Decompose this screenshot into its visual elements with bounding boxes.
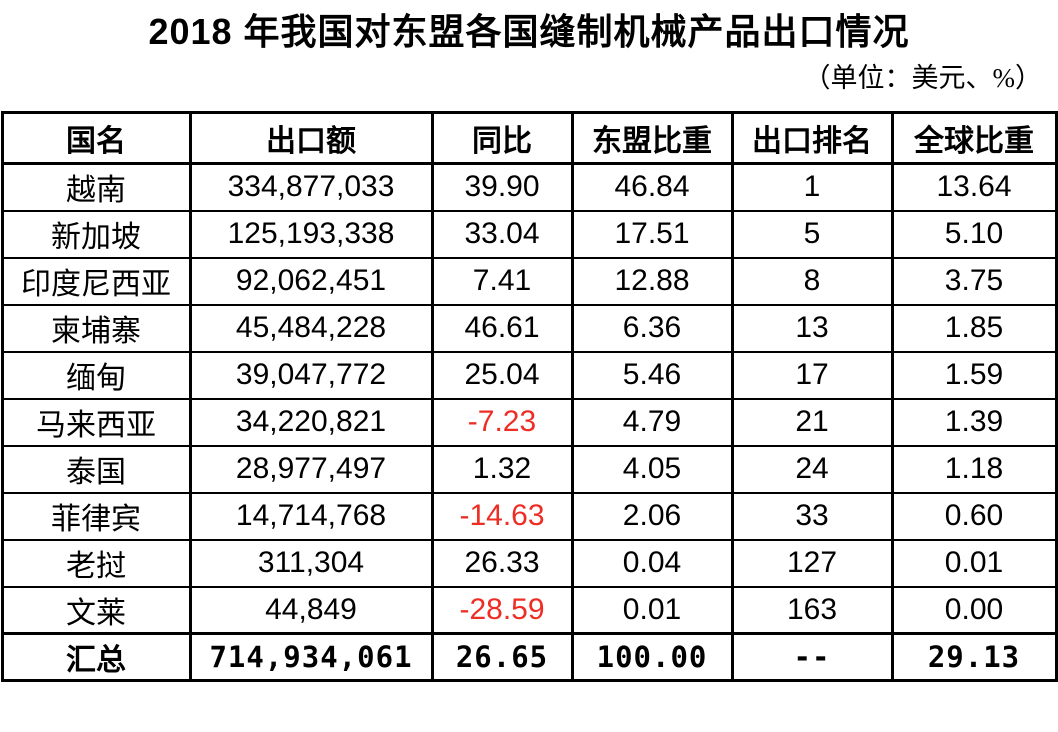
cell-asean-share: 46.84 [570,162,734,212]
cell-export-rank: 24 [730,444,894,494]
cell-yoy: 26.65 [430,632,574,682]
cell-country: 老挝 [0,538,192,588]
cell-asean-share: 4.05 [570,444,734,494]
cell-export-value: 334,877,033 [188,162,434,212]
cell-country: 印度尼西亚 [0,256,192,306]
cell-asean-share: 6.36 [570,303,734,353]
cell-export-rank: 17 [730,350,894,400]
cell-export-value: 28,977,497 [188,444,434,494]
cell-yoy: 46.61 [430,303,574,353]
cell-yoy: 7.41 [430,256,574,306]
cell-export-value: 44,849 [188,585,434,635]
table-row: 菲律宾 14,714,768 -14.63 2.06 33 0.60 [0,491,1058,541]
cell-global-share: 5.10 [890,209,1058,259]
cell-country: 菲律宾 [0,491,192,541]
cell-asean-share: 17.51 [570,209,734,259]
cell-yoy: -14.63 [430,491,574,541]
cell-asean-share: 2.06 [570,491,734,541]
cell-export-rank: 8 [730,256,894,306]
cell-country: 新加坡 [0,209,192,259]
table-row: 缅甸 39,047,772 25.04 5.46 17 1.59 [0,350,1058,400]
cell-global-share: 1.39 [890,397,1058,447]
cell-country: 缅甸 [0,350,192,400]
cell-global-share: 0.60 [890,491,1058,541]
cell-global-share: 1.18 [890,444,1058,494]
cell-export-value: 125,193,338 [188,209,434,259]
cell-global-share: 1.59 [890,350,1058,400]
cell-yoy: -7.23 [430,397,574,447]
cell-export-value: 39,047,772 [188,350,434,400]
header-row: 国名 出口额 同比 东盟比重 出口排名 全球比重 [0,111,1058,165]
cell-export-value: 311,304 [188,538,434,588]
table-row: 泰国 28,977,497 1.32 4.05 24 1.18 [0,444,1058,494]
table-row: 越南 334,877,033 39.90 46.84 1 13.64 [0,162,1058,212]
cell-export-rank: -- [730,632,894,682]
cell-global-share: 0.01 [890,538,1058,588]
cell-country: 越南 [0,162,192,212]
cell-export-rank: 1 [730,162,894,212]
table-row: 新加坡 125,193,338 33.04 17.51 5 5.10 [0,209,1058,259]
column-header-export-value: 出口额 [188,111,434,165]
page-title: 2018 年我国对东盟各国缝制机械产品出口情况 [148,11,910,52]
table-row: 老挝 311,304 26.33 0.04 127 0.01 [0,538,1058,588]
cell-asean-share: 100.00 [570,632,734,682]
cell-export-rank: 5 [730,209,894,259]
cell-country: 文莱 [0,585,192,635]
cell-export-rank: 33 [730,491,894,541]
cell-export-rank: 163 [730,585,894,635]
cell-country: 柬埔寨 [0,303,192,353]
table-row: 印度尼西亚 92,062,451 7.41 12.88 8 3.75 [0,256,1058,306]
cell-asean-share: 12.88 [570,256,734,306]
total-row: 汇总 714,934,061 26.65 100.00 -- 29.13 [0,632,1058,682]
cell-global-share: 0.00 [890,585,1058,635]
cell-export-value: 14,714,768 [188,491,434,541]
cell-export-value: 34,220,821 [188,397,434,447]
cell-export-value: 92,062,451 [188,256,434,306]
table-row: 柬埔寨 45,484,228 46.61 6.36 13 1.85 [0,303,1058,353]
cell-global-share: 3.75 [890,256,1058,306]
export-table: 国名 出口额 同比 东盟比重 出口排名 全球比重 越南 334,877,033 39.90 46… [0,111,1058,682]
cell-asean-share: 0.01 [570,585,734,635]
cell-yoy: 33.04 [430,209,574,259]
cell-yoy: 1.32 [430,444,574,494]
cell-asean-share: 4.79 [570,397,734,447]
cell-country: 泰国 [0,444,192,494]
table-row: 马来西亚 34,220,821 -7.23 4.79 21 1.39 [0,397,1058,447]
cell-country: 汇总 [0,632,192,682]
table-row: 文莱 44,849 -28.59 0.01 163 0.00 [0,585,1058,635]
cell-yoy: 39.90 [430,162,574,212]
cell-yoy: -28.59 [430,585,574,635]
cell-asean-share: 0.04 [570,538,734,588]
column-header-country: 国名 [0,111,192,165]
cell-export-rank: 21 [730,397,894,447]
cell-export-value: 714,934,061 [188,632,434,682]
unit-note: （单位：美元、%） [803,63,1043,93]
cell-yoy: 25.04 [430,350,574,400]
cell-global-share: 13.64 [890,162,1058,212]
cell-asean-share: 5.46 [570,350,734,400]
cell-export-rank: 127 [730,538,894,588]
cell-global-share: 1.85 [890,303,1058,353]
column-header-global-share: 全球比重 [890,111,1058,165]
cell-yoy: 26.33 [430,538,574,588]
column-header-asean-share: 东盟比重 [570,111,734,165]
cell-country: 马来西亚 [0,397,192,447]
column-header-export-rank: 出口排名 [730,111,894,165]
cell-global-share: 29.13 [890,632,1058,682]
column-header-yoy: 同比 [430,111,574,165]
cell-export-value: 45,484,228 [188,303,434,353]
cell-export-rank: 13 [730,303,894,353]
